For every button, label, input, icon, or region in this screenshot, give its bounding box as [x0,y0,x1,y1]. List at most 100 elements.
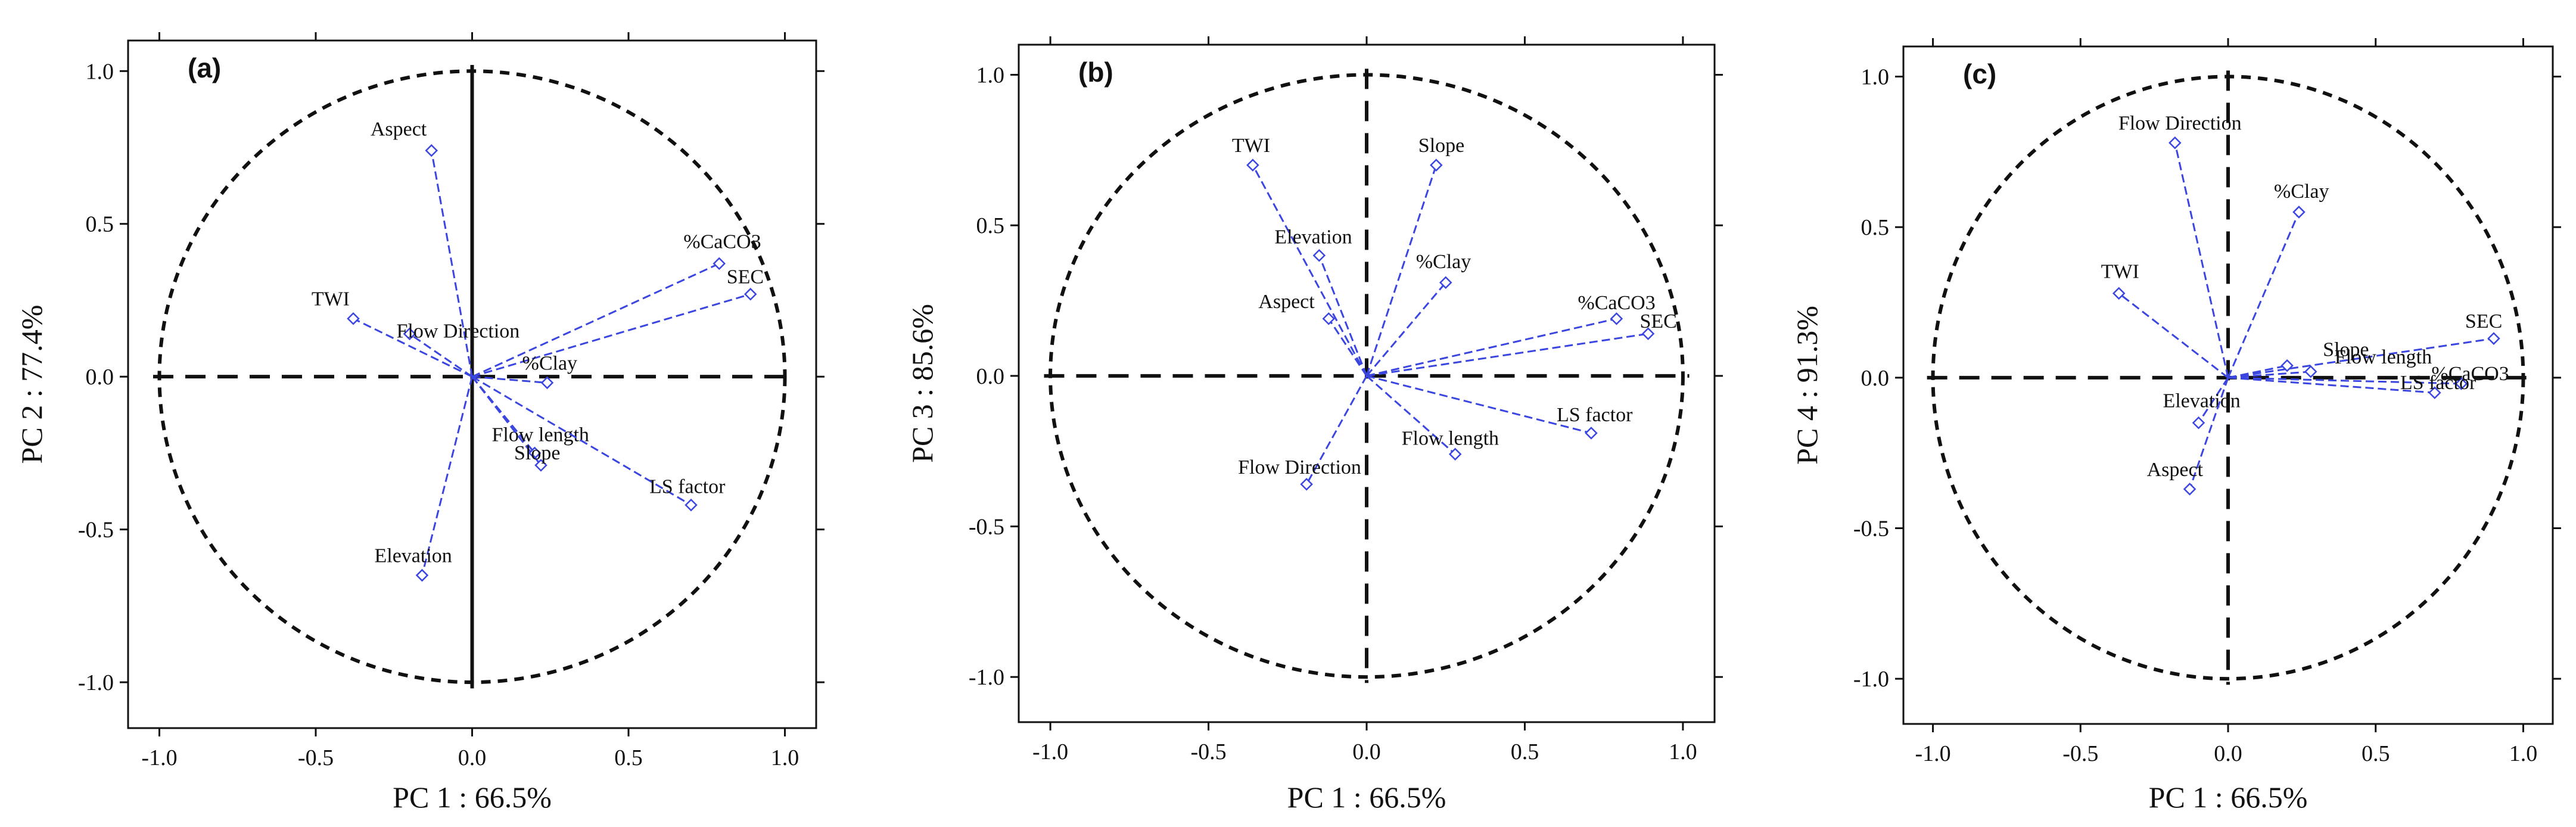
x-tick-label: -1.0 [141,745,177,770]
loading-point [2292,206,2306,219]
loading-vector [1366,318,1617,377]
loading-point [2454,377,2468,390]
variable-label: %CaCO3 [1578,292,1655,314]
y-tick-label: 1.0 [1861,65,1890,90]
y-tick-label: 0.0 [86,365,114,390]
y-tick-label: -0.5 [1853,517,1889,542]
variable-label: LS factor [649,476,726,498]
loading-vector [409,333,473,378]
variable-label: TWI [1232,135,1270,157]
loading-vector [2227,371,2311,379]
loading-vector [472,293,751,378]
loading-vector [421,376,473,576]
loading-vector [430,150,473,377]
loading-point [2192,416,2205,430]
y-tick-label: 0.5 [1861,215,1890,240]
loading-point [2112,287,2126,300]
loading-point [1448,447,1462,461]
y-axis-title: PC 3 : 85.6% [906,304,939,463]
loading-point [713,257,726,271]
loading-point [685,498,698,512]
loading-point [1300,478,1313,491]
x-tick-label: 0.5 [1511,739,1539,764]
x-axis-title: PC 1 : 66.5% [1287,781,1446,814]
loading-vector [1318,255,1368,377]
variable-label: Elevation [2163,390,2240,412]
variable-label: SEC [1640,310,1677,332]
loading-vector [1366,332,1648,377]
variable-label: Slope [514,442,560,464]
x-tick-label: 1.0 [771,745,799,770]
panel-3: -1.0 -0.5 0.0 0.5 1.0 -1.0 -0.5 0.0 0.5 1.0 Flow D… [1790,38,2561,814]
variable-label: Flow Direction [1238,456,1361,478]
x-tick-label: 1.0 [2509,741,2538,766]
loading-point [2487,332,2500,345]
loading-point [743,287,757,301]
y-tick-label: -1.0 [969,665,1004,690]
loading-vector [1328,318,1368,377]
loading-vector [1366,375,1456,455]
x-axis-title: PC 1 : 66.5% [2149,781,2308,814]
x-tick-label: 0.0 [2214,741,2242,766]
y-tick-label: 1.0 [86,59,114,84]
loading-vector [2227,212,2300,378]
y-tick-label: 0.5 [86,212,114,237]
loading-point [1585,427,1598,440]
variable-label: Elevation [375,545,452,567]
variable-label: Slope [2323,339,2369,361]
x-tick-label: 1.0 [1669,739,1697,764]
loading-point [403,327,416,341]
x-tick-label: 0.5 [2362,741,2390,766]
y-tick-label: 1.0 [976,63,1005,88]
loading-point [534,459,547,472]
y-tick-label: -1.0 [1853,667,1889,692]
loading-vector [1305,375,1368,485]
loading-vector [353,318,473,378]
variable-label: TWI [312,288,350,310]
variable-label: Aspect [371,119,427,141]
y-axis-title: PC 2 : 77.4% [15,305,48,464]
variable-label: SEC [2465,310,2502,332]
x-tick-label: 0.0 [458,745,487,770]
loading-vector [2227,377,2435,394]
loading-point [347,312,360,325]
loading-vector [2227,337,2494,379]
variable-label: %Clay [522,352,578,374]
loading-point [1641,327,1655,340]
variable-label: Slope [1418,135,1464,157]
x-tick-label: -0.5 [2062,741,2098,766]
variable-label: Aspect [1258,291,1315,313]
loading-vector [2198,377,2229,424]
y-tick-label: -0.5 [78,518,114,543]
loading-vector [1365,282,1446,377]
variable-label: %Clay [1416,251,1471,273]
panel-label: (a) [188,52,221,83]
variable-label: SEC [727,266,764,288]
x-tick-label: -1.0 [1915,741,1950,766]
panel-label: (b) [1078,57,1113,88]
panel-label: (c) [1963,58,1996,89]
variable-label: LS factor [2400,372,2477,394]
loading-point [2281,359,2294,372]
loading-vector [2227,377,2462,385]
panel-2: -1.0 -0.5 0.0 0.5 1.0 -1.0 -0.5 0.0 0.5 1.0 TWI Slo… [906,36,1723,814]
panel-1: -1.0 -0.5 0.0 0.5 1.0 -1.0 -0.5 0.0 0.5 1.0 Aspect… [15,32,825,814]
variable-label: Flow length [2335,346,2432,368]
loading-point [425,144,438,157]
variable-label: Elevation [1274,226,1352,248]
y-tick-label: 0.5 [976,213,1005,238]
loading-point [2183,483,2197,496]
loading-vector [1252,164,1368,377]
loading-vector [2189,377,2229,490]
y-tick-label: -0.5 [969,515,1004,540]
loading-point [540,376,554,390]
loading-point [415,568,429,582]
y-tick-label: 0.0 [976,364,1005,389]
loading-vector [2118,293,2229,379]
loading-point [1430,158,1443,172]
y-tick-label: -1.0 [78,670,114,695]
variable-label: %CaCO3 [2431,363,2509,385]
x-axis-title: PC 1 : 66.5% [393,781,552,814]
x-tick-label: 0.0 [1352,739,1381,764]
